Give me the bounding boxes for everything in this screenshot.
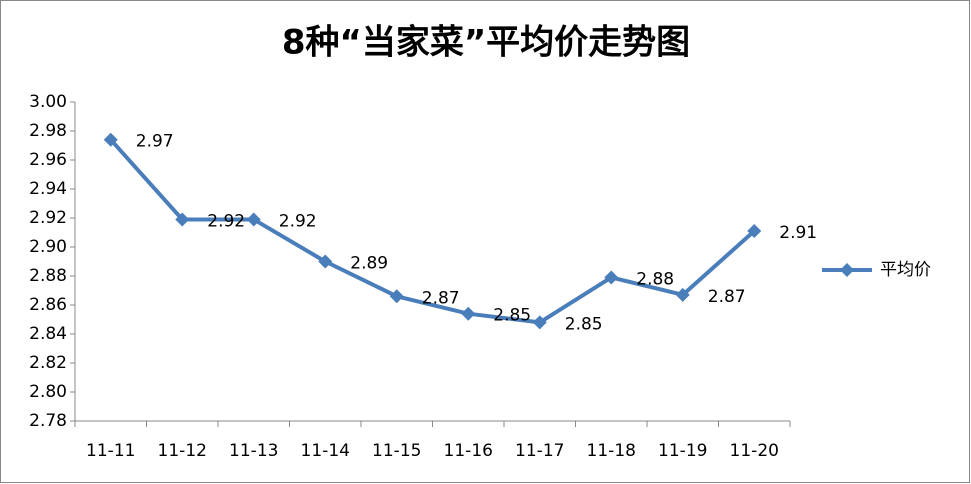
y-tick-label: 2.90 [29,237,67,257]
point-marker [246,212,261,227]
x-tick-label: 11-14 [301,441,350,461]
x-tick-label: 11-13 [229,441,278,461]
y-tick-label: 2.84 [29,324,67,344]
y-tick-label: 3.00 [29,92,67,112]
point-marker [103,132,118,147]
point-marker [175,212,190,227]
x-tick-label: 11-16 [444,441,493,461]
y-tick-label: 2.94 [29,179,67,199]
data-label: 2.89 [350,254,388,274]
y-tick-label: 2.78 [29,411,67,431]
data-label: 2.92 [207,211,245,231]
x-tick-label: 11-12 [158,441,207,461]
point-marker [532,315,547,330]
data-label: 2.87 [708,287,746,307]
point-marker [389,289,404,304]
point-marker [747,224,762,239]
data-label: 2.97 [136,132,174,152]
point-marker [318,254,333,269]
legend-label: 平均价 [880,260,931,280]
data-label: 2.92 [279,211,317,231]
y-tick-label: 2.88 [29,266,67,286]
chart-title: 8种“当家菜”平均价走势图 [282,23,690,63]
data-label: 2.85 [493,306,531,326]
data-label: 2.88 [636,269,674,289]
y-tick-label: 2.80 [29,382,67,402]
data-label: 2.91 [779,223,817,243]
y-tick-label: 2.82 [29,353,67,373]
data-label: 2.87 [422,288,460,308]
y-tick-label: 2.98 [29,121,67,141]
x-tick-label: 11-15 [372,441,421,461]
x-tick-label: 11-18 [587,441,636,461]
point-marker [675,287,690,302]
y-tick-label: 2.92 [29,208,67,228]
legend-marker [840,263,854,277]
y-tick-label: 2.96 [29,150,67,170]
y-tick-label: 2.86 [29,295,67,315]
point-marker [604,270,619,285]
series-line [109,138,756,325]
x-tick-label: 11-11 [86,441,135,461]
data-label: 2.85 [565,314,603,334]
point-marker [461,306,476,321]
x-tick-label: 11-17 [515,441,564,461]
x-tick-label: 11-20 [730,441,779,461]
x-tick-label: 11-19 [658,441,707,461]
